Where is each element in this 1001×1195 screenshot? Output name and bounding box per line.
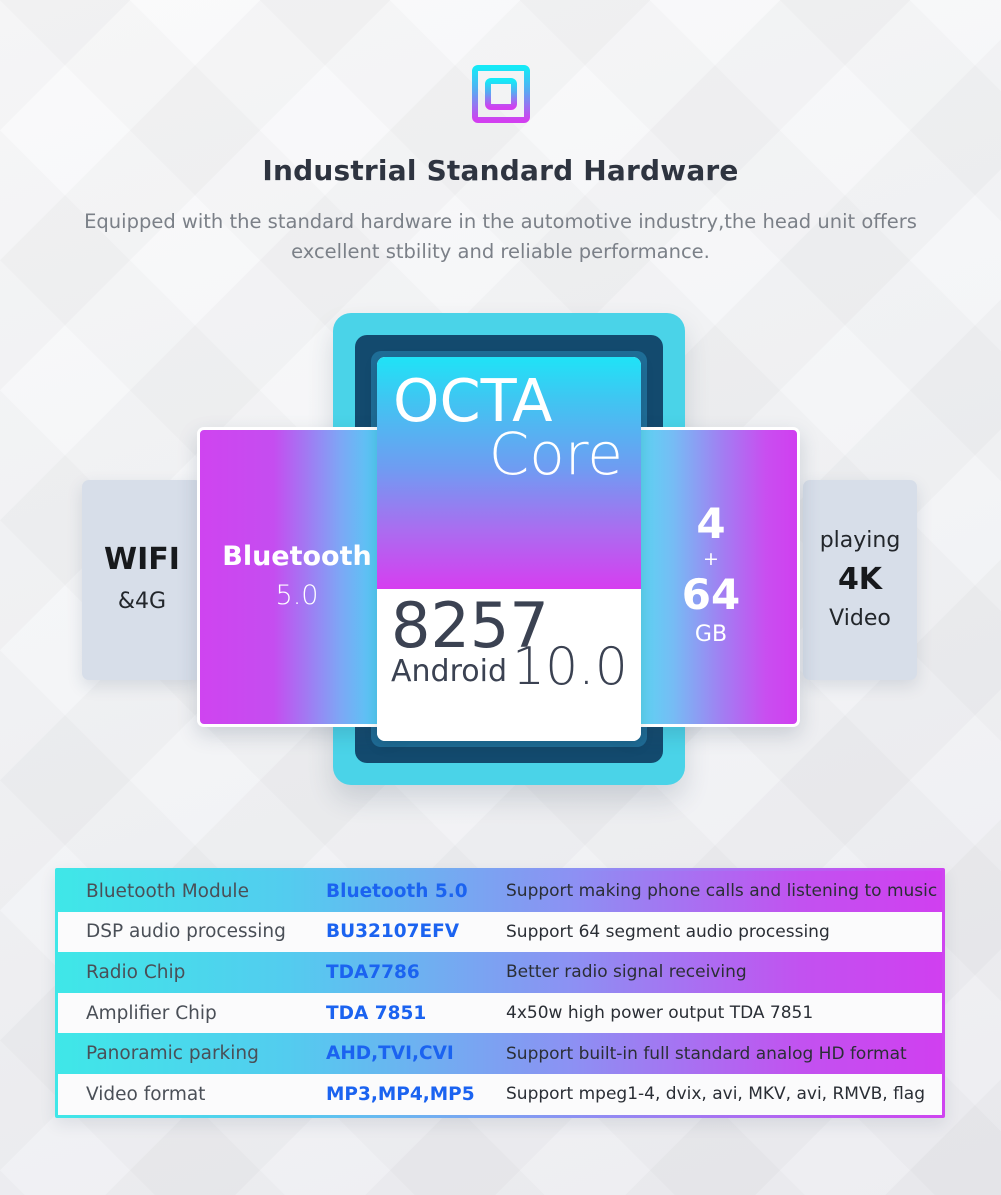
chip-core-label: Core: [488, 420, 623, 488]
spec-desc: Support built-in full standard analog HD…: [506, 1043, 907, 1064]
chip-os-label: Android: [391, 654, 507, 689]
bluetooth-subtitle: 5.0: [275, 579, 319, 611]
spec-name: Amplifier Chip: [86, 1002, 217, 1024]
table-row: Amplifier Chip TDA 7851 4x50w high power…: [58, 992, 942, 1034]
spec-value: BU32107EFV: [326, 921, 460, 943]
spec-value: TDA7786: [326, 961, 420, 983]
cpu-chip-icon: [0, 48, 1001, 140]
feature-card-video: playing 4K Video: [803, 480, 917, 680]
spec-name: Panoramic parking: [86, 1043, 259, 1065]
wifi-title: WIFI: [104, 541, 180, 577]
feature-card-wifi: WIFI &4G: [82, 480, 202, 680]
chip-soc-model: 8257: [391, 589, 549, 662]
chip-os-version: 10.0: [512, 637, 628, 697]
video-title: 4K: [837, 561, 883, 597]
spec-desc: Support making phone calls and listening…: [506, 881, 938, 902]
spec-desc: Support mpeg1-4, dvix, avi, MKV, avi, RM…: [506, 1084, 925, 1105]
chip-spec-card: OCTA Core 8257 Android 10.0: [377, 357, 641, 741]
spec-value: MP3,MP4,MP5: [326, 1083, 475, 1105]
spec-name: Video format: [86, 1083, 206, 1105]
wifi-subtitle: &4G: [117, 589, 167, 615]
spec-name: DSP audio processing: [86, 921, 286, 943]
spec-value: Bluetooth 5.0: [326, 880, 468, 902]
memory-ram-value: 4: [696, 499, 726, 549]
chip-outer-frame: OCTA Core 8257 Android 10.0: [333, 313, 685, 785]
feature-card-bluetooth: Bluetooth 5.0: [197, 427, 397, 727]
spec-name: Radio Chip: [86, 961, 186, 983]
memory-plus-sign: +: [703, 548, 719, 571]
chip-card-gradient-area: OCTA Core: [377, 357, 641, 589]
spec-name: Bluetooth Module: [86, 880, 249, 902]
spec-desc: 4x50w high power output TDA 7851: [506, 1003, 814, 1024]
spec-value: AHD,TVI,CVI: [326, 1043, 454, 1065]
table-row: Radio Chip TDA7786 Better radio signal r…: [58, 952, 942, 993]
table-row: DSP audio processing BU32107EFV Support …: [58, 911, 942, 953]
spec-table-body: Bluetooth Module Bluetooth 5.0 Support m…: [58, 871, 942, 1115]
video-subtitle: Video: [829, 606, 891, 632]
spec-desc: Support 64 segment audio processing: [506, 921, 830, 942]
feature-card-memory: 4 + 64 GB: [622, 427, 800, 727]
chip-octa-label: OCTA: [393, 366, 553, 435]
hardware-hero-graphic: WIFI &4G Bluetooth 5.0 4 + 64 GB playing…: [0, 295, 1001, 805]
video-top-label: playing: [819, 528, 901, 554]
memory-storage-value: 64: [681, 569, 741, 619]
memory-unit: GB: [694, 621, 728, 647]
spec-value: TDA 7851: [326, 1002, 427, 1024]
spec-table: Bluetooth Module Bluetooth 5.0 Support m…: [55, 868, 945, 1118]
table-row: Video format MP3,MP4,MP5 Support mpeg1-4…: [58, 1073, 942, 1115]
page-subtitle: Equipped with the standard hardware in t…: [84, 210, 917, 263]
table-row: Bluetooth Module Bluetooth 5.0 Support m…: [58, 871, 942, 912]
spec-desc: Better radio signal receiving: [506, 962, 747, 983]
page-title: Industrial Standard Hardware: [262, 154, 739, 187]
table-row: Panoramic parking AHD,TVI,CVI Support bu…: [58, 1033, 942, 1074]
chip-card-white-area: 8257 Android 10.0: [377, 589, 641, 741]
bluetooth-title: Bluetooth: [222, 541, 372, 573]
